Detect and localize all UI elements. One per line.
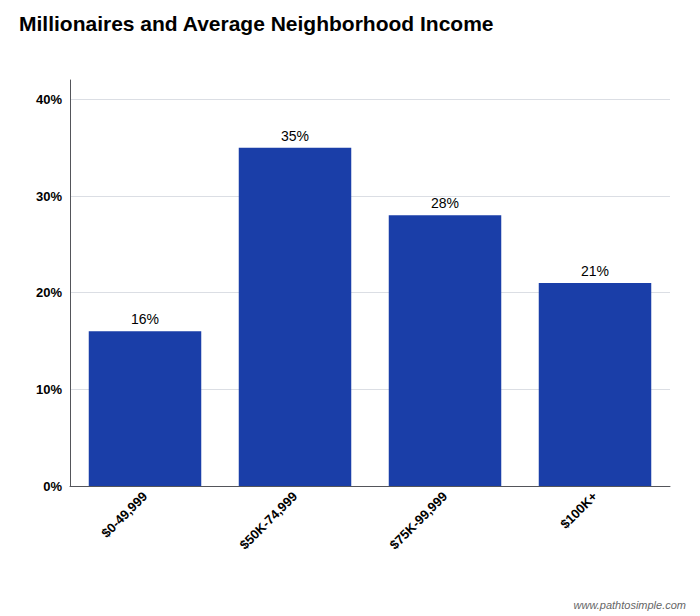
svg-text:16%: 16% <box>131 311 159 327</box>
svg-text:$100K+: $100K+ <box>557 488 600 531</box>
svg-text:40%: 40% <box>36 92 62 107</box>
svg-text:28%: 28% <box>431 195 459 211</box>
svg-text:0%: 0% <box>43 479 62 494</box>
svg-text:20%: 20% <box>36 285 62 300</box>
svg-text:30%: 30% <box>36 189 62 204</box>
svg-text:$0-49,999: $0-49,999 <box>98 489 150 541</box>
svg-text:35%: 35% <box>281 128 309 144</box>
svg-text:www.pathtosimple.com: www.pathtosimple.com <box>574 599 687 611</box>
svg-text:10%: 10% <box>36 382 62 397</box>
svg-text:Millionaires and Average Neigh: Millionaires and Average Neighborhood In… <box>19 12 494 35</box>
svg-text:$50K-74,999: $50K-74,999 <box>237 489 301 553</box>
svg-text:$75K-99,999: $75K-99,999 <box>387 489 451 553</box>
svg-text:21%: 21% <box>581 263 609 279</box>
